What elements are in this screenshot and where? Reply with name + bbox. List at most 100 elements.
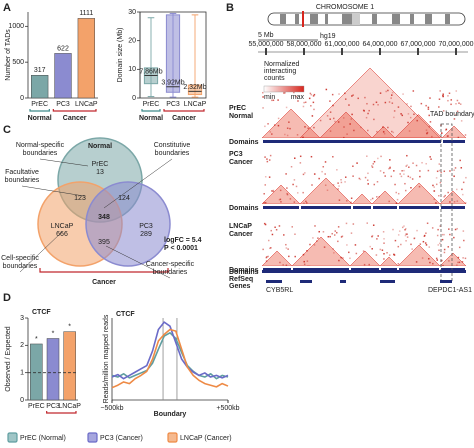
heatmap-pixel <box>421 161 423 164</box>
heatmap-pixel <box>408 130 411 132</box>
heatmap-pixel <box>310 105 312 107</box>
heatmap-pixel <box>269 154 272 157</box>
heatmap-pixel <box>449 170 451 172</box>
panel-letter: B <box>226 2 234 14</box>
heatmap-pixel <box>344 181 346 183</box>
heatmap-pixel <box>407 113 410 115</box>
heatmap-pixel <box>266 158 268 160</box>
heatmap-pixel <box>264 223 267 226</box>
heatmap-pixel <box>338 199 341 201</box>
heatmap-pixel <box>445 128 448 131</box>
x-tick-label: PC3 <box>166 101 180 108</box>
heatmap-pixel <box>306 260 309 262</box>
bar <box>54 53 72 99</box>
heatmap-pixel <box>271 99 273 102</box>
heatmap-pixel <box>338 93 340 95</box>
bar <box>63 331 76 401</box>
heatmap-pixel <box>289 198 292 200</box>
y-axis-label: Number of TADs <box>5 29 12 81</box>
heatmap-pixel <box>419 175 421 178</box>
heatmap-pixel <box>305 200 307 203</box>
domain-triangle <box>261 250 293 266</box>
group-bracket <box>163 109 205 112</box>
heatmap-pixel <box>456 227 458 230</box>
heatmap-pixel <box>288 121 290 123</box>
group-label: Cancer <box>172 115 196 122</box>
heatmap-pixel <box>312 95 315 97</box>
heatmap-pixel <box>413 237 416 240</box>
heatmap-pixel <box>334 120 336 123</box>
heatmap-pixel <box>293 157 296 159</box>
domain-bar <box>381 268 397 271</box>
heatmap-background <box>260 222 468 266</box>
x-tick-label: −500kb <box>100 405 123 412</box>
domain-bar <box>263 206 299 209</box>
group-bracket <box>46 411 77 414</box>
y-tick-label: 1000 <box>8 23 24 30</box>
heatmap-pixel <box>371 197 374 200</box>
heatmap-pixel <box>313 93 316 96</box>
heatmap-pixel <box>292 183 294 186</box>
domain-bar <box>351 268 379 271</box>
group-label: Normal <box>139 115 163 122</box>
heatmap-pixel <box>364 96 366 99</box>
heatmap-pixel <box>285 173 287 175</box>
heatmap-pixel <box>267 255 269 258</box>
heatmap-pixel <box>284 92 287 94</box>
heatmap-pixel <box>405 240 407 242</box>
legend-label: LNCaP (Cancer) <box>180 435 232 442</box>
heatmap-pixel <box>272 189 275 192</box>
heatmap-pixel <box>263 222 266 225</box>
region-label: LNCaP <box>51 223 74 230</box>
y-tick-label: 0 <box>20 95 24 102</box>
heatmap-pixel <box>376 238 378 240</box>
heatmap-pixel <box>311 184 313 186</box>
heatmap-pixel <box>404 189 407 192</box>
heatmap-pixel <box>391 94 393 96</box>
heatmap-pixel <box>284 133 286 136</box>
heatmap-pixel <box>277 99 279 101</box>
heatmap-pixel <box>458 102 460 104</box>
heatmap-pixel <box>346 133 348 135</box>
heatmap-pixel <box>295 185 298 188</box>
heatmap-pixel <box>450 103 452 106</box>
heatmap-pixel <box>375 101 378 104</box>
heatmap-pixel <box>317 237 319 239</box>
heatmap-pixel <box>390 175 393 178</box>
heatmap-pixel <box>387 126 389 129</box>
heatmap-pixel <box>325 88 328 91</box>
heatmap-pixel <box>388 200 390 203</box>
heatmap-pixel <box>406 103 408 105</box>
region-count: 666 <box>56 231 68 238</box>
heatmap-pixel <box>443 170 446 173</box>
heatmap-pixel <box>456 264 458 266</box>
heatmap-pixel <box>283 92 285 94</box>
note: boundaries <box>153 269 188 276</box>
domain-bar <box>301 206 351 209</box>
heatmap-pixel <box>435 202 437 204</box>
heatmap-pixel <box>264 201 267 204</box>
heatmap-pixel <box>385 90 387 93</box>
heatmap-pixel <box>285 243 287 246</box>
heatmap-pixel <box>299 162 302 164</box>
coordinate-label: 70,000,000 <box>438 41 473 48</box>
heatmap-pixel <box>367 183 369 185</box>
ideogram-band <box>372 14 377 24</box>
heatmap-pixel <box>351 95 353 97</box>
heatmap-pixel <box>349 257 351 260</box>
heatmap-pixel <box>264 125 266 128</box>
group-bracket <box>29 109 50 112</box>
heatmap-pixel <box>265 256 268 259</box>
heatmap-pixel <box>337 240 339 243</box>
heatmap-pixel <box>311 115 314 117</box>
track-name: PrEC <box>229 105 246 112</box>
heatmap-pixel <box>324 161 327 163</box>
x-tick-label: LNCaP <box>58 403 81 410</box>
ideogram-band <box>392 14 400 24</box>
heatmap-pixel <box>457 256 460 259</box>
heatmap-pixel <box>437 244 440 246</box>
heatmap-pixel <box>342 257 344 259</box>
heatmap-pixel <box>366 222 369 224</box>
group-bracket <box>141 109 161 112</box>
